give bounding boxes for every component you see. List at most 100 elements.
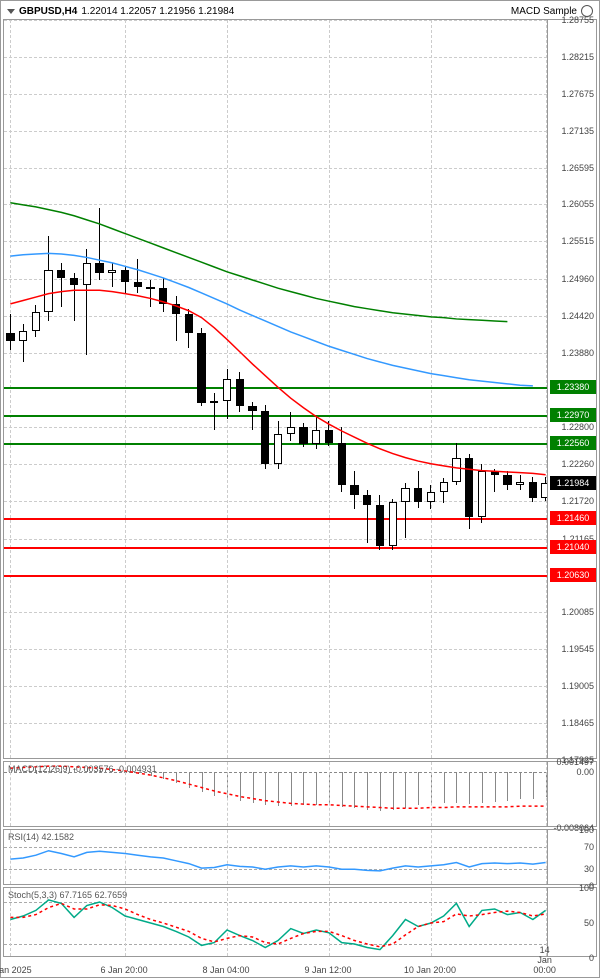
candle-body[interactable]	[134, 282, 142, 287]
rsi-ytick: 30	[584, 864, 594, 874]
candle-body[interactable]	[6, 333, 14, 342]
candle-body[interactable]	[516, 482, 524, 485]
candle-body[interactable]	[108, 270, 116, 273]
candle-body[interactable]	[478, 471, 486, 517]
candle-body[interactable]	[274, 434, 282, 465]
support-resistance-line[interactable]	[4, 415, 547, 417]
main-plot-area[interactable]	[4, 20, 548, 758]
y-tick-label: 1.25515	[561, 236, 594, 246]
macd-bar	[163, 772, 164, 779]
macd-bar	[303, 772, 304, 805]
candle-body[interactable]	[350, 485, 358, 495]
support-resistance-line[interactable]	[4, 387, 547, 389]
dropdown-icon[interactable]	[7, 9, 15, 14]
macd-bar	[253, 772, 254, 803]
rsi-yaxis: 10070300	[548, 830, 596, 884]
main-price-panel[interactable]: 1.287551.282151.276751.271351.265951.260…	[3, 19, 597, 759]
grid-vline	[431, 830, 432, 884]
macd-bar	[393, 772, 394, 809]
candle-body[interactable]	[452, 458, 460, 482]
candle-body[interactable]	[121, 270, 129, 282]
candle-body[interactable]	[95, 263, 103, 273]
candle-body[interactable]	[223, 379, 231, 401]
candle-body[interactable]	[83, 263, 91, 285]
grid-vline	[125, 830, 126, 884]
candle-body[interactable]	[159, 288, 167, 304]
macd-bar	[214, 772, 215, 795]
candle-body[interactable]	[325, 430, 333, 443]
macd-yaxis: 0.0014970.00-0.008064	[548, 762, 596, 826]
grid-vline	[329, 888, 330, 956]
candle-body[interactable]	[440, 482, 448, 492]
candle-body[interactable]	[427, 492, 435, 502]
x-tick-label: 10 Jan 20:00	[404, 965, 456, 975]
support-resistance-line[interactable]	[4, 518, 547, 520]
candle-body[interactable]	[57, 270, 65, 278]
y-tick-label: 1.27675	[561, 89, 594, 99]
rsi-plot[interactable]	[4, 830, 548, 884]
macd-bar	[456, 772, 457, 802]
rsi-label: RSI(14) 42.1582	[8, 832, 74, 842]
grid-vline	[227, 888, 228, 956]
candle-body[interactable]	[146, 287, 154, 289]
header-right: MACD Sample	[511, 5, 597, 17]
support-resistance-line[interactable]	[4, 547, 547, 549]
candle-body[interactable]	[529, 482, 537, 498]
y-tick-label: 1.28215	[561, 52, 594, 62]
candle-body[interactable]	[414, 488, 422, 502]
macd-bar	[189, 772, 190, 787]
candle-body[interactable]	[287, 427, 295, 434]
candle-body[interactable]	[465, 458, 473, 517]
macd-bar	[240, 772, 241, 801]
candle-body[interactable]	[401, 488, 409, 502]
candle-body[interactable]	[503, 475, 511, 485]
grid-vline	[227, 762, 228, 826]
candle-body[interactable]	[44, 270, 52, 312]
rsi-panel[interactable]: RSI(14) 42.1582 10070300	[3, 829, 597, 885]
y-tick-label: 1.22800	[561, 422, 594, 432]
y-tick-label: 1.22260	[561, 459, 594, 469]
candle-body[interactable]	[248, 406, 256, 411]
candle-body[interactable]	[185, 314, 193, 332]
grid-vline	[546, 762, 547, 826]
candle-body[interactable]	[236, 379, 244, 406]
stoch-ytick: 0	[589, 953, 594, 963]
candle-body[interactable]	[70, 278, 78, 285]
level-label: 1.21460	[550, 511, 596, 525]
grid-hline	[4, 723, 547, 724]
candle-body[interactable]	[261, 411, 269, 464]
candle-body[interactable]	[389, 502, 397, 546]
x-tick-label: 9 Jan 12:00	[304, 965, 351, 975]
grid-hline	[4, 241, 547, 242]
grid-hline	[4, 131, 547, 132]
stoch-ytick: 50	[584, 918, 594, 928]
y-tick-label: 1.23880	[561, 348, 594, 358]
candle-body[interactable]	[32, 312, 40, 331]
candle-body[interactable]	[312, 430, 320, 444]
candle-body[interactable]	[376, 505, 384, 546]
stoch-panel[interactable]: Stoch(5,3,3) 67.7165 62.7659 100500	[3, 887, 597, 957]
candle-body[interactable]	[363, 495, 371, 505]
macd-bar	[405, 772, 406, 807]
macd-bar	[520, 772, 521, 799]
grid-hline	[4, 427, 547, 428]
grid-hline	[4, 168, 547, 169]
x-axis: 3 Jan 20256 Jan 20:008 Jan 04:009 Jan 12…	[3, 961, 549, 975]
macd-panel[interactable]: MACD(12,26,9) -0.003576 -0.004931 0.0014…	[3, 761, 597, 827]
candle-body[interactable]	[197, 333, 205, 403]
level-label: 1.20630	[550, 568, 596, 582]
candle-body[interactable]	[491, 471, 499, 474]
rsi-level-line	[4, 869, 547, 870]
grid-vline	[546, 888, 547, 956]
candle-body[interactable]	[172, 304, 180, 314]
candle-body[interactable]	[299, 427, 307, 444]
smiley-icon[interactable]	[581, 5, 593, 17]
y-tick-label: 1.19005	[561, 681, 594, 691]
candle-body[interactable]	[338, 443, 346, 485]
y-tick-label: 1.20085	[561, 607, 594, 617]
macd-bar	[380, 772, 381, 811]
x-tick-label: 6 Jan 20:00	[101, 965, 148, 975]
candle-body[interactable]	[19, 331, 27, 341]
support-resistance-line[interactable]	[4, 575, 547, 577]
candle-body[interactable]	[210, 401, 218, 403]
